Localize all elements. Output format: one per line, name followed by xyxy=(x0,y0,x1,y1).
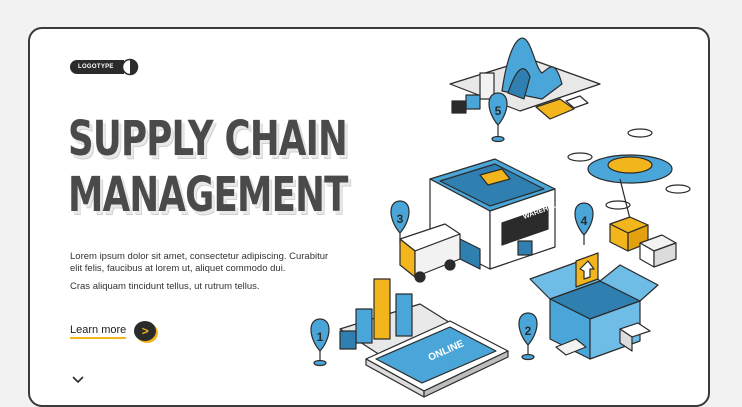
bar-chart-group xyxy=(339,278,461,356)
title-line-1: SUPPLY CHAIN xyxy=(68,111,348,167)
step-3-pin xyxy=(390,200,410,243)
open-box-group xyxy=(529,252,659,360)
hero-paragraph-2: Cras aliquam tincidunt tellus, ut rutrum… xyxy=(70,281,260,292)
step-2-label: 2 xyxy=(525,324,532,338)
step-2-pin xyxy=(518,312,538,361)
logo-circle-icon xyxy=(121,58,138,76)
hero-paragraph-1: Lorem ipsum dolor sit amet, consectetur … xyxy=(70,251,329,274)
supply-chain-illustration: 5 WAREHOUSE xyxy=(310,37,691,398)
logo[interactable]: LOGOTYPE xyxy=(70,58,140,76)
step-1-pin xyxy=(310,318,330,367)
arrow-right-icon[interactable]: > xyxy=(134,321,157,341)
title-line-2: MANAGEMENT xyxy=(68,167,348,223)
chevron-down-icon[interactable] xyxy=(72,375,84,385)
step-1-label: 1 xyxy=(317,330,324,344)
drone-group xyxy=(567,128,691,268)
step-3-label: 3 xyxy=(397,212,404,226)
page-title: SUPPLY CHAIN MANAGEMENT xyxy=(68,111,348,223)
step-5-label: 5 xyxy=(495,104,502,118)
warehouse-group xyxy=(399,158,556,283)
step-4-pin xyxy=(574,202,594,245)
learn-more-label[interactable]: Learn more xyxy=(70,324,127,339)
analytics-group xyxy=(449,37,601,120)
landing-frame: LOGOTYPE SUPPLY CHAIN MANAGEMENT Lorem i… xyxy=(28,27,710,407)
hero-description: Lorem ipsum dolor sit amet, consectetur … xyxy=(70,251,340,299)
step-5-pin xyxy=(488,92,508,143)
step-4-label: 4 xyxy=(581,214,588,228)
logo-text: LOGOTYPE xyxy=(70,60,124,74)
smartphone-group xyxy=(365,320,509,398)
learn-more-link[interactable]: Learn more > xyxy=(70,321,157,341)
